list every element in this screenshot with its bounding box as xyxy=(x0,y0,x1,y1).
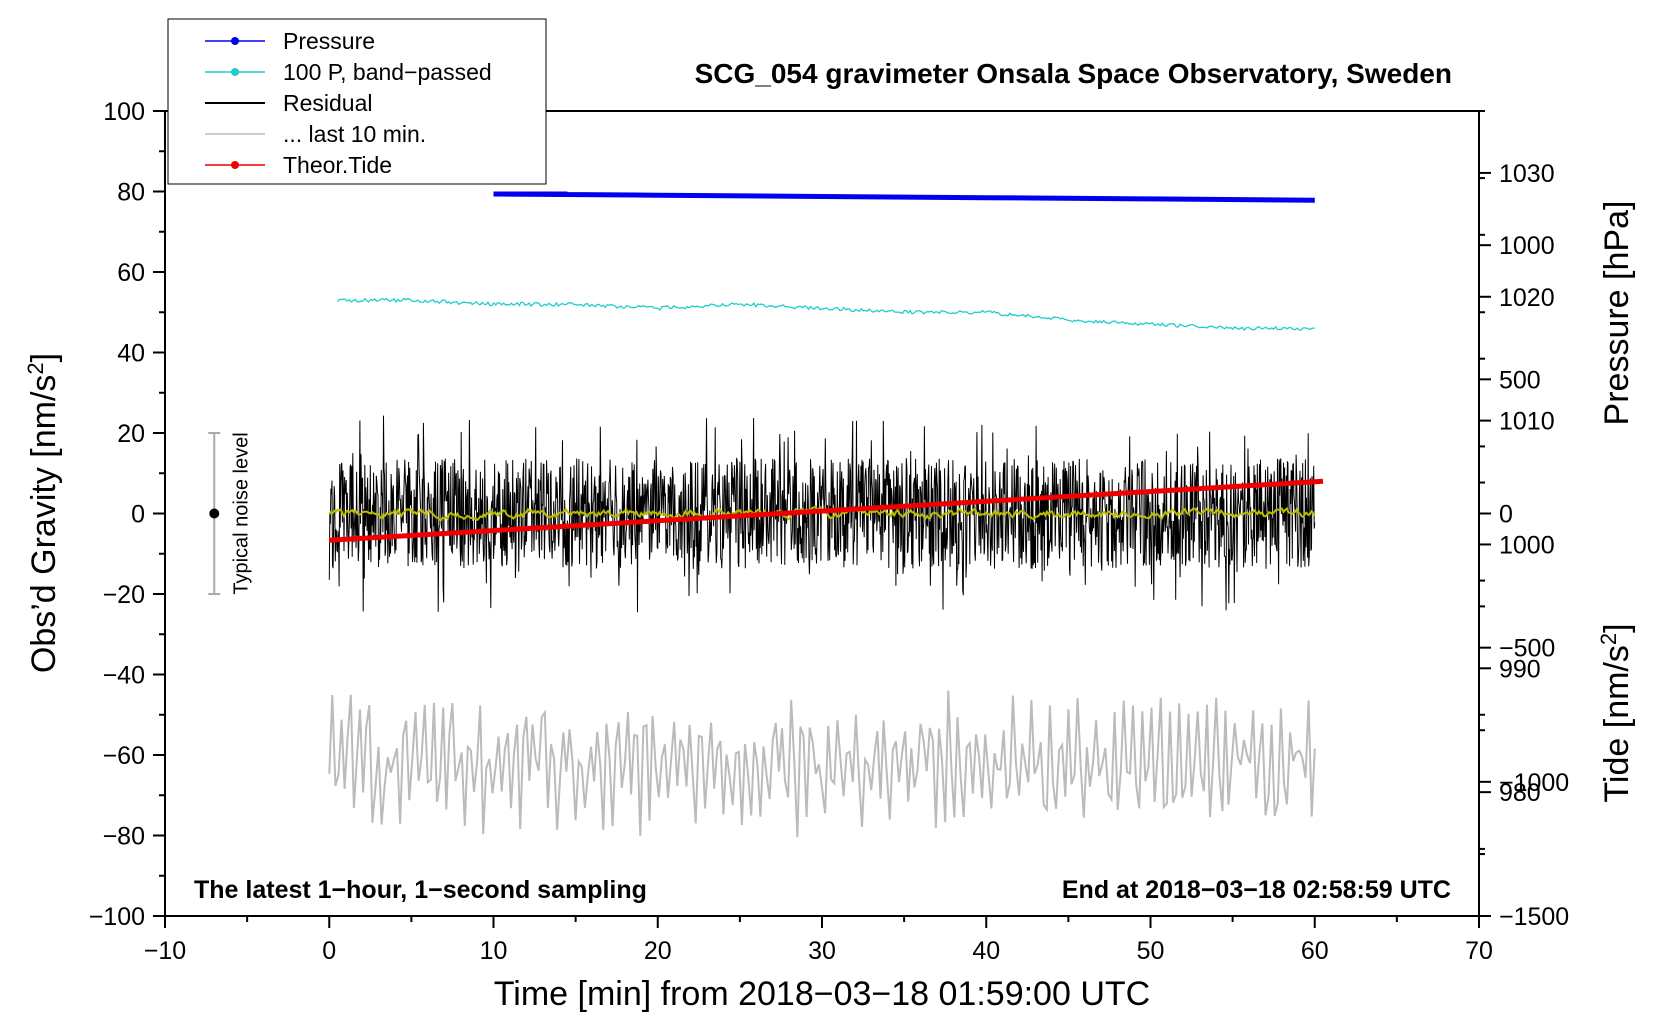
pressure-tick-label: 1020 xyxy=(1499,284,1555,312)
tide-tick-label: 1000 xyxy=(1499,232,1555,260)
legend-label: Pressure xyxy=(283,28,375,54)
tide-tick-label: 500 xyxy=(1499,366,1541,394)
legend-marker xyxy=(231,37,239,45)
x-tick-label: 0 xyxy=(322,937,336,965)
pressure-tick-label: 1030 xyxy=(1499,160,1555,188)
y-tick-label: −100 xyxy=(89,903,145,931)
legend-label: Theor.Tide xyxy=(283,152,392,178)
note-left: The latest 1−hour, 1−second sampling xyxy=(194,876,647,904)
x-tick-label: 50 xyxy=(1137,937,1165,965)
pressure-tick-label: 1000 xyxy=(1499,531,1555,559)
y-axis-title-pressure: Pressure [hPa] xyxy=(1598,201,1636,426)
noise-label: Typical noise level xyxy=(230,432,252,594)
x-tick-label: 20 xyxy=(644,937,672,965)
y-tick-label: 40 xyxy=(117,340,145,368)
axis-title-superscript: 2 xyxy=(1596,633,1621,645)
legend-marker xyxy=(231,68,239,76)
pressure-tick-label: 1010 xyxy=(1499,408,1555,436)
pressure-tick-label: 980 xyxy=(1499,779,1541,807)
last-10-min-series xyxy=(328,690,1316,838)
axis-title-text: Obs’d Gravity [nm/s xyxy=(25,375,63,674)
noise-indicator: Typical noise level xyxy=(208,432,252,595)
residual-series xyxy=(328,415,1316,613)
y-tick-label: 20 xyxy=(117,420,145,448)
axis-title-superscript: 2 xyxy=(23,362,48,374)
legend-label: 100 P, band−passed xyxy=(283,59,492,85)
y-tick-label: 80 xyxy=(117,179,145,207)
theoretical-tide-series xyxy=(329,478,1324,543)
y-tick-label: 0 xyxy=(131,501,145,529)
y-tick-label: 100 xyxy=(103,98,145,126)
y-tick-label: −60 xyxy=(103,742,145,770)
y-axis-title-gravity: Obs’d Gravity [nm/s2] xyxy=(23,353,64,673)
axis-title-text: Tide [nm/s xyxy=(1598,645,1636,802)
legend-marker xyxy=(231,161,239,169)
legend-label: ... last 10 min. xyxy=(283,121,426,147)
noise-center-dot xyxy=(209,508,220,519)
tide-tick-label: −1500 xyxy=(1499,903,1569,931)
axis-title-end: ] xyxy=(1598,623,1636,632)
y-tick-label: −80 xyxy=(103,823,145,851)
series-layer xyxy=(328,191,1324,838)
y-axis-title-tide: Tide [nm/s2] xyxy=(1596,623,1637,802)
legend-box xyxy=(167,18,547,185)
tide-tick-label: −1000 xyxy=(1499,769,1569,797)
x-tick-label: 70 xyxy=(1465,937,1493,965)
y-tick-label: −20 xyxy=(103,581,145,609)
x-tick-label: 60 xyxy=(1301,937,1329,965)
axis-title-end: ] xyxy=(25,353,63,362)
band-passed-pressure-series xyxy=(337,297,1315,332)
x-tick-label: 30 xyxy=(808,937,836,965)
chart-title: SCG_054 gravimeter Onsala Space Observat… xyxy=(695,58,1452,89)
tide-tick-label: −500 xyxy=(1499,635,1555,663)
x-axis-title: Time [min] from 2018−03−18 01:59:00 UTC xyxy=(494,975,1150,1013)
y-tick-label: −40 xyxy=(103,662,145,690)
pressure-tick-label: 990 xyxy=(1499,655,1541,683)
x-tick-label: −10 xyxy=(144,937,186,965)
x-tick-label: 10 xyxy=(480,937,508,965)
note-right: End at 2018−03−18 02:58:59 UTC xyxy=(1062,876,1451,904)
x-tick-label: 40 xyxy=(972,937,1000,965)
pressure-series xyxy=(493,191,1315,203)
axis-layer: −10 0 10 20 30 40 50 60 70−100−80−60−40−20020406… xyxy=(89,98,1570,965)
y-tick-label: 60 xyxy=(117,259,145,287)
tide-tick-label: 0 xyxy=(1499,501,1513,529)
legend: Pressure 100 P, band−passed Residual ... la… xyxy=(167,18,547,185)
legend-label: Residual xyxy=(283,90,373,116)
